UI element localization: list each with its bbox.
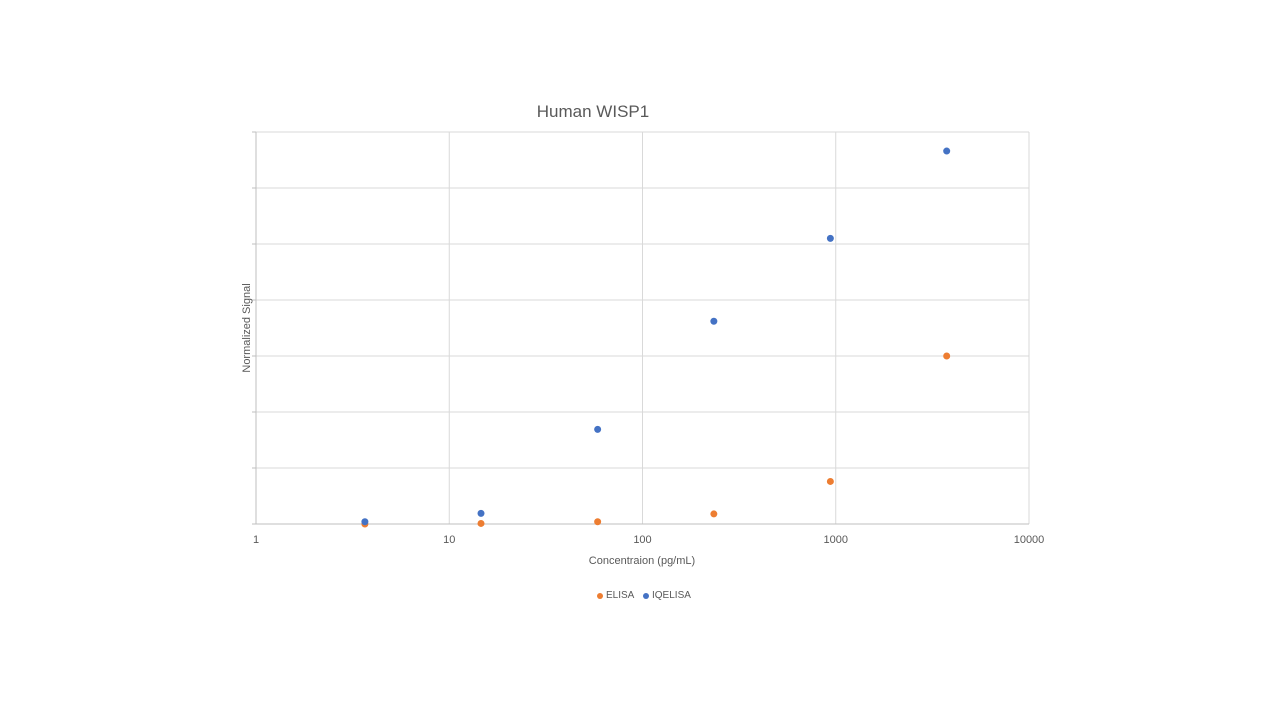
data-point-elisa [943,352,951,360]
data-point-elisa [826,477,834,485]
x-tick-label: 100 [633,534,651,546]
data-point-iqelisa [826,234,834,242]
x-tick-label: 10 [443,534,455,546]
data-point-elisa [477,519,485,527]
data-point-elisa [594,518,602,526]
data-point-iqelisa [477,509,485,517]
gridlines [255,131,1030,524]
x-tick-label: 1 [253,534,259,546]
data-point-elisa [710,510,718,518]
legend-marker [597,593,603,599]
legend-item-iqelisa: IQELISA [643,590,691,601]
data-points [361,147,951,528]
x-axis-label: Concentraion (pg/mL) [589,555,695,567]
x-tick-labels: 1 10 100 1000 10000 [253,534,1044,546]
legend-item-elisa: ELISA [597,590,635,601]
legend-marker [643,593,649,599]
x-tick-label: 1000 [824,534,848,546]
data-point-iqelisa [710,317,718,325]
legend-label: ELISA [606,590,635,601]
data-point-iqelisa [594,425,602,433]
y-axis-label: Normalized Signal [241,283,253,372]
chart-title: Human WISP1 [537,102,649,121]
legend: ELISA IQELISA [597,590,691,601]
axes [252,131,1029,525]
x-tick-label: 10000 [1014,534,1045,546]
data-point-iqelisa [943,147,951,155]
data-point-iqelisa [361,518,369,526]
legend-label: IQELISA [652,590,691,601]
